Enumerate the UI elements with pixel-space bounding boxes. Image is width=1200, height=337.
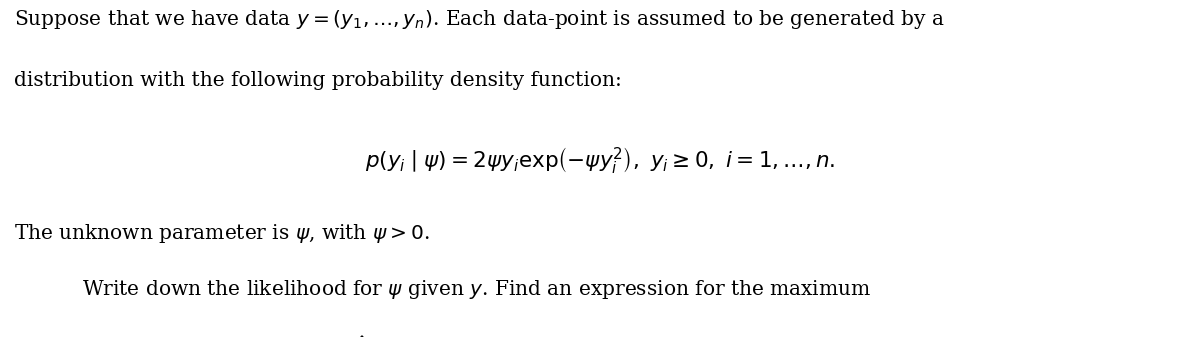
Text: likelihood estimate (MLE) $\hat{\psi}$.: likelihood estimate (MLE) $\hat{\psi}$. [82,335,373,337]
Text: Write down the likelihood for $\psi$ given $y$. Find an expression for the maxim: Write down the likelihood for $\psi$ giv… [82,278,871,301]
Text: Suppose that we have data $y = (y_1,\ldots,y_n)$. Each data-point is assumed to : Suppose that we have data $y = (y_1,\ldo… [14,8,944,31]
Text: distribution with the following probability density function:: distribution with the following probabil… [14,71,623,90]
Text: $p(y_i \mid \psi) = 2\psi y_i \exp\!\left(-\psi y_i^2\right),\ y_i \geq 0,\ i = : $p(y_i \mid \psi) = 2\psi y_i \exp\!\lef… [365,145,835,176]
Text: The unknown parameter is $\psi$, with $\psi > 0$.: The unknown parameter is $\psi$, with $\… [14,222,430,245]
